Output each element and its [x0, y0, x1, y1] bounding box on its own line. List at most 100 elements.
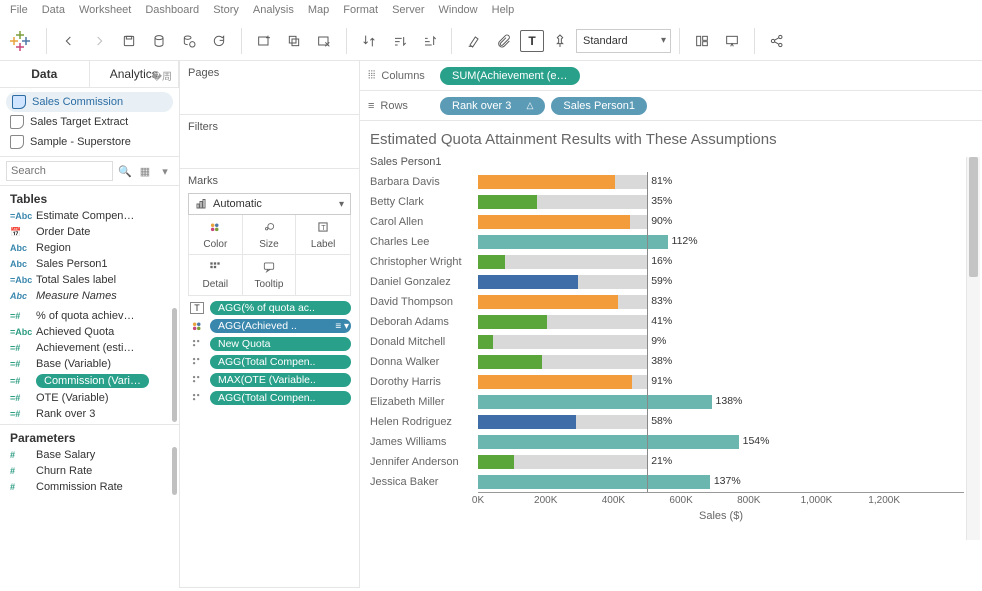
- viz-title[interactable]: Estimated Quota Attainment Results with …: [370, 129, 964, 154]
- shelf-pill[interactable]: Rank over 3 △: [440, 97, 545, 115]
- field-item[interactable]: =#Achievement (esti…: [0, 340, 179, 356]
- menu-file[interactable]: File: [10, 4, 28, 16]
- row-label[interactable]: Donna Walker: [370, 352, 478, 372]
- attach-button[interactable]: [490, 27, 518, 55]
- scrollbar[interactable]: [966, 157, 980, 540]
- mark-pill[interactable]: MAX(OTE (Variable..: [188, 372, 351, 388]
- bar-row[interactable]: 154%: [478, 432, 964, 452]
- bar-row[interactable]: 16%: [478, 252, 964, 272]
- marks-label-button[interactable]: TLabel: [296, 215, 350, 255]
- pill-menu-icon[interactable]: ≡ ▾: [335, 321, 349, 332]
- row-label[interactable]: Daniel Gonzalez: [370, 272, 478, 292]
- row-label[interactable]: Dorothy Harris: [370, 372, 478, 392]
- menu-analysis[interactable]: Analysis: [253, 4, 294, 16]
- field-item[interactable]: #Churn Rate: [0, 463, 179, 479]
- field-item[interactable]: =#Rank over 3: [0, 406, 179, 422]
- field-item[interactable]: =#OTE (Variable): [0, 390, 179, 406]
- clear-sheet-button[interactable]: [310, 27, 338, 55]
- field-item[interactable]: AbcRegion: [0, 240, 179, 256]
- field-item[interactable]: =AbcTotal Sales label: [0, 272, 179, 288]
- tab-data[interactable]: Data: [0, 61, 90, 87]
- share-button[interactable]: [763, 27, 791, 55]
- redo-button[interactable]: [85, 27, 113, 55]
- row-label[interactable]: David Thompson: [370, 292, 478, 312]
- shelf-pill[interactable]: SUM(Achievement (e…: [440, 67, 580, 85]
- row-label[interactable]: Helen Rodriguez: [370, 412, 478, 432]
- menu-worksheet[interactable]: Worksheet: [79, 4, 131, 16]
- mark-pill[interactable]: TAGG(% of quota ac..: [188, 300, 351, 316]
- search-icon[interactable]: 🔍: [117, 165, 133, 178]
- datasource-item[interactable]: Sales Target Extract: [0, 112, 179, 132]
- viz-canvas[interactable]: Estimated Quota Attainment Results with …: [360, 121, 982, 588]
- mark-pill[interactable]: AGG(Total Compen..: [188, 354, 351, 370]
- sort-asc-button[interactable]: [385, 27, 413, 55]
- field-item[interactable]: =AbcAchieved Quota: [0, 324, 179, 340]
- menu-map[interactable]: Map: [308, 4, 329, 16]
- row-label[interactable]: Christopher Wright: [370, 252, 478, 272]
- dd-icon[interactable]: ▾: [157, 165, 173, 178]
- pause-updates-button[interactable]: [175, 27, 203, 55]
- shelf-pill[interactable]: Sales Person1: [551, 97, 647, 115]
- tab-analytics[interactable]: Analytics�周: [90, 61, 180, 87]
- field-item[interactable]: #Base Salary: [0, 447, 179, 463]
- bar-row[interactable]: 58%: [478, 412, 964, 432]
- menu-server[interactable]: Server: [392, 4, 424, 16]
- bar-row[interactable]: 59%: [478, 272, 964, 292]
- field-item[interactable]: =AbcEstimate Compen…: [0, 208, 179, 224]
- highlight-button[interactable]: [460, 27, 488, 55]
- bar-row[interactable]: 35%: [478, 192, 964, 212]
- row-label[interactable]: Barbara Davis: [370, 172, 478, 192]
- row-label[interactable]: Betty Clark: [370, 192, 478, 212]
- save-button[interactable]: [115, 27, 143, 55]
- menu-window[interactable]: Window: [439, 4, 478, 16]
- mark-pill[interactable]: New Quota: [188, 336, 351, 352]
- row-label[interactable]: James Williams: [370, 432, 478, 452]
- new-datasource-button[interactable]: [145, 27, 173, 55]
- row-label[interactable]: Jennifer Anderson: [370, 452, 478, 472]
- bar-row[interactable]: 83%: [478, 292, 964, 312]
- bar-row[interactable]: 137%: [478, 472, 964, 492]
- field-item[interactable]: AbcMeasure Names: [0, 288, 179, 304]
- undo-button[interactable]: [55, 27, 83, 55]
- bar-row[interactable]: 138%: [478, 392, 964, 412]
- show-cards-button[interactable]: [688, 27, 716, 55]
- columns-shelf[interactable]: ⦙⦙⦙Columns SUM(Achievement (e…: [360, 61, 982, 91]
- row-label[interactable]: Jessica Baker: [370, 472, 478, 492]
- marks-color-button[interactable]: Color: [189, 215, 243, 255]
- duplicate-button[interactable]: [280, 27, 308, 55]
- mark-pill[interactable]: AGG(Achieved ..≡ ▾: [188, 318, 351, 334]
- row-label[interactable]: Elizabeth Miller: [370, 392, 478, 412]
- presentation-button[interactable]: [718, 27, 746, 55]
- text-label-button[interactable]: T: [520, 30, 544, 52]
- bar-row[interactable]: 90%: [478, 212, 964, 232]
- new-sheet-button[interactable]: [250, 27, 278, 55]
- menu-help[interactable]: Help: [492, 4, 515, 16]
- field-item[interactable]: #Commission Rate: [0, 479, 179, 495]
- mark-pill[interactable]: AGG(Total Compen..: [188, 390, 351, 406]
- field-item[interactable]: =#% of quota achiev…: [0, 308, 179, 324]
- pages-shelf[interactable]: Pages: [180, 61, 359, 115]
- pin-button[interactable]: [546, 27, 574, 55]
- rows-shelf[interactable]: ≡Rows Rank over 3 △Sales Person1: [360, 91, 982, 121]
- menu-dashboard[interactable]: Dashboard: [145, 4, 199, 16]
- search-input[interactable]: [6, 161, 113, 181]
- menu-bar[interactable]: File Data Worksheet Dashboard Story Analysis M…: [0, 0, 982, 21]
- marks-tooltip-button[interactable]: Tooltip: [243, 255, 297, 295]
- bar-row[interactable]: 91%: [478, 372, 964, 392]
- menu-data[interactable]: Data: [42, 4, 65, 16]
- marks-size-button[interactable]: Size: [243, 215, 297, 255]
- menu-format[interactable]: Format: [343, 4, 378, 16]
- field-item[interactable]: 📅Order Date: [0, 224, 179, 240]
- sort-desc-button[interactable]: [415, 27, 443, 55]
- filters-shelf[interactable]: Filters: [180, 115, 359, 169]
- menu-story[interactable]: Story: [213, 4, 239, 16]
- view-icon[interactable]: ▦: [137, 165, 153, 178]
- bar-row[interactable]: 9%: [478, 332, 964, 352]
- row-label[interactable]: Charles Lee: [370, 232, 478, 252]
- row-label[interactable]: Carol Allen: [370, 212, 478, 232]
- bar-row[interactable]: 38%: [478, 352, 964, 372]
- field-item[interactable]: AbcSales Person1: [0, 256, 179, 272]
- fit-mode-select[interactable]: Standard: [576, 29, 671, 53]
- mark-type-select[interactable]: Automatic: [188, 193, 351, 215]
- row-label[interactable]: Deborah Adams: [370, 312, 478, 332]
